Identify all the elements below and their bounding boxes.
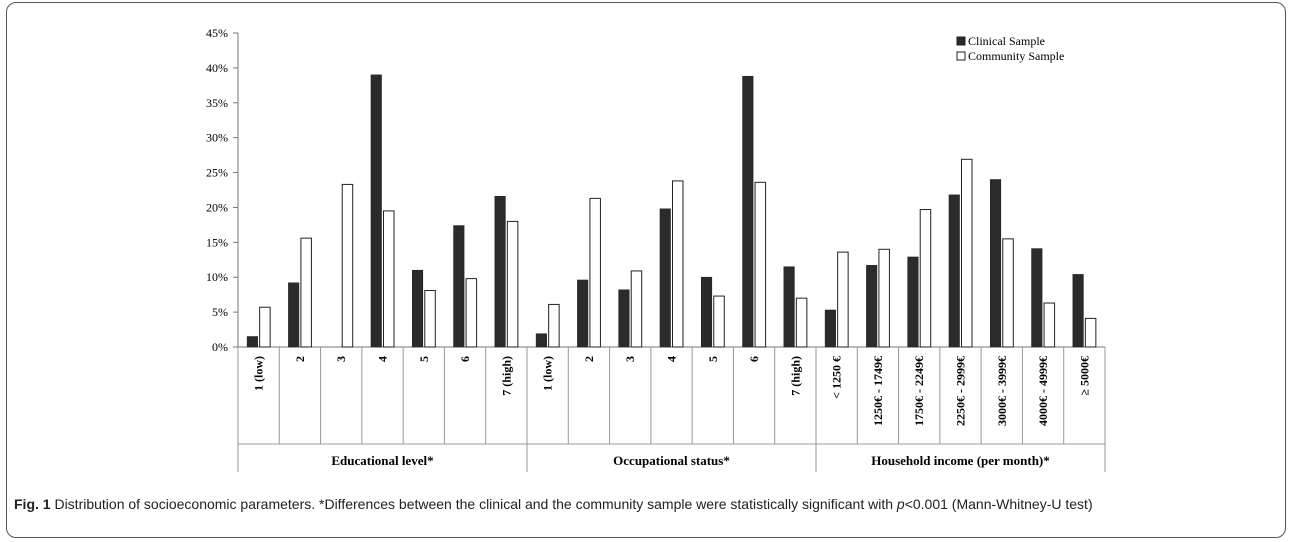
- caption-text-2: <0.001 (Mann-Whitney-U test): [904, 496, 1093, 512]
- x-tick-label: 6: [458, 356, 472, 362]
- figure-frame: [6, 2, 1286, 538]
- bar-community: [424, 289, 436, 348]
- bar-clinical: [824, 309, 836, 348]
- x-tick-label: 5: [417, 356, 431, 362]
- bar-community: [961, 158, 973, 348]
- bar-community: [465, 278, 478, 348]
- bar-clinical: [453, 225, 465, 348]
- bar-clinical: [700, 276, 713, 348]
- bar-clinical: [742, 75, 754, 348]
- bar-clinical: [866, 265, 878, 348]
- bar-community: [1002, 238, 1014, 348]
- bar-clinical: [948, 194, 960, 348]
- group-label: Educational level*: [331, 453, 433, 468]
- bar-community: [1084, 317, 1097, 348]
- y-tick-label: 20%: [206, 200, 228, 214]
- bar-clinical: [907, 256, 919, 348]
- bar-community: [630, 270, 643, 348]
- y-tick-label: 0%: [212, 340, 228, 354]
- y-tick-label: 15%: [206, 235, 228, 249]
- x-tick-label: 5: [706, 356, 720, 362]
- x-tick-label: 4: [665, 356, 679, 362]
- legend-swatch-community: [956, 51, 966, 61]
- bar-community: [795, 297, 808, 348]
- bar-community: [300, 237, 312, 348]
- y-tick-label: 5%: [212, 305, 228, 319]
- bar-clinical: [1072, 274, 1084, 348]
- legend-label: Clinical Sample: [968, 34, 1045, 48]
- bar-community: [341, 183, 354, 348]
- bar-community: [837, 251, 849, 348]
- caption-text-1: Distribution of socioeconomic parameters…: [50, 496, 897, 512]
- bar-clinical: [577, 279, 589, 348]
- x-tick-label: 7 (high): [788, 356, 802, 396]
- caption-p-symbol: p: [896, 496, 905, 512]
- bar-community: [672, 180, 684, 348]
- bar-community: [919, 209, 932, 348]
- bar-clinical: [370, 74, 382, 348]
- x-tick-label: 2: [582, 356, 596, 362]
- group-label: Household income (per month)*: [871, 453, 1050, 468]
- bar-community: [878, 248, 890, 348]
- bar-chart: 0% 5% 10% 15% 20% 25% 30% 35% 40% 45% 1 (low) 2 3 4 5 6…: [206, 26, 1106, 472]
- bar-clinical: [535, 333, 547, 348]
- x-tick-label: 4000€ - 4999€: [1036, 356, 1050, 426]
- x-tick-label: 2250€ - 2999€: [954, 356, 968, 426]
- bar-community: [259, 306, 271, 348]
- bar-clinical: [618, 289, 630, 348]
- y-tick-label: 35%: [206, 96, 228, 110]
- group-label: Occupational status*: [613, 453, 730, 468]
- x-tick-label: 4: [376, 356, 390, 362]
- x-tick-label: 7 (high): [499, 356, 513, 396]
- bar-clinical: [783, 266, 795, 348]
- y-tick-label: 30%: [206, 131, 228, 145]
- legend-label: Community Sample: [968, 49, 1064, 63]
- y-tick-label: 45%: [206, 26, 228, 40]
- x-tick-label: 3: [334, 356, 348, 362]
- x-tick-label: 3000€ - 3999€: [995, 356, 1009, 426]
- bar-community: [713, 295, 725, 348]
- bar-community: [548, 303, 560, 348]
- bar-clinical: [246, 336, 258, 348]
- x-tick-label: 1250€ - 1749€: [871, 356, 885, 426]
- bar-clinical: [494, 195, 506, 348]
- x-tick-label: 3: [623, 356, 637, 362]
- bar-clinical: [411, 269, 424, 348]
- x-tick-label: 2: [293, 356, 307, 362]
- legend-swatch-clinical: [956, 36, 966, 46]
- x-tick-label: 1750€ - 2249€: [912, 356, 926, 426]
- bar-community: [1043, 302, 1056, 348]
- bar-community: [754, 181, 767, 348]
- y-tick-label: 40%: [206, 61, 228, 75]
- bar-community: [383, 210, 395, 348]
- x-tick-label: 1 (low): [252, 356, 266, 391]
- bar-clinical: [288, 282, 300, 348]
- x-tick-label: 1 (low): [541, 356, 555, 391]
- bar-clinical: [659, 208, 671, 348]
- bar-community: [506, 220, 519, 348]
- x-tick-label: ≥ 5000€: [1077, 356, 1091, 396]
- y-tick-label: 25%: [206, 166, 228, 180]
- bar-community: [589, 197, 601, 348]
- x-tick-label: 6: [747, 356, 761, 362]
- x-tick-label: < 1250 €: [830, 356, 844, 399]
- figure-caption: Fig. 1 Distribution of socioeconomic par…: [14, 495, 1276, 514]
- bar-clinical: [989, 179, 1002, 348]
- y-tick-label: 10%: [206, 270, 228, 284]
- bar-clinical: [1031, 248, 1043, 348]
- caption-fig-label: Fig. 1: [14, 496, 51, 512]
